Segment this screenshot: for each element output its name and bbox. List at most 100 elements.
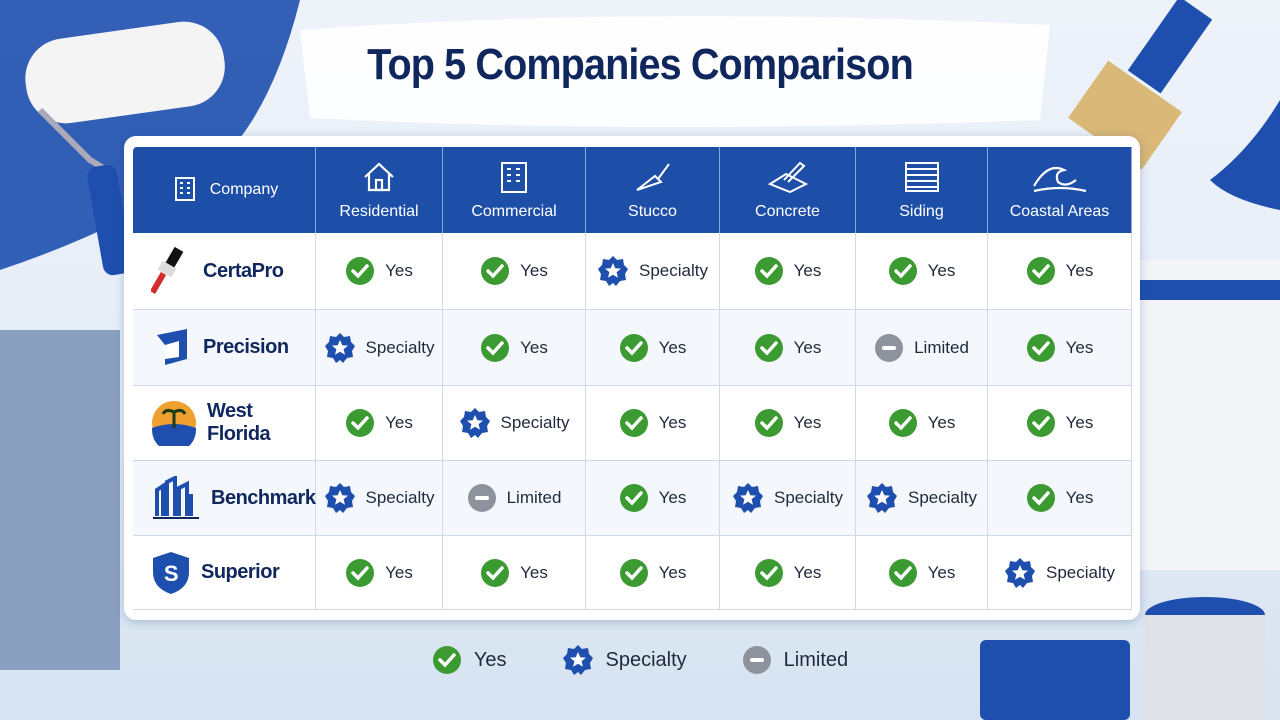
status-label: Yes	[520, 261, 548, 280]
status-cell: Specialty	[316, 310, 443, 386]
status-cell: Yes	[443, 536, 586, 610]
status-icon	[619, 558, 649, 588]
header-icon	[1030, 160, 1090, 199]
status-label: Specialty	[908, 488, 977, 507]
company-logo	[151, 327, 193, 369]
status-icon	[459, 407, 491, 439]
status-cell: Yes	[586, 536, 720, 610]
legend-label: Yes	[473, 648, 507, 671]
status-icon	[1026, 483, 1056, 513]
status-label: Specialty	[1046, 562, 1115, 582]
status-label: Specialty	[774, 488, 843, 507]
status-cell: Yes	[586, 461, 720, 536]
company-logo	[151, 476, 201, 520]
status-icon	[467, 483, 497, 513]
status-cell: Specialty	[316, 461, 443, 536]
company-cell: Benchmark	[133, 461, 316, 536]
status-label: Yes	[793, 562, 822, 582]
status-label: Yes	[520, 337, 548, 357]
company-logo	[151, 400, 197, 446]
status-icon	[480, 333, 510, 363]
header-cell: Concrete	[720, 147, 856, 233]
legend-label: Specialty	[605, 648, 687, 671]
status-icon	[1004, 557, 1036, 589]
company-cell: West Florida	[133, 386, 316, 461]
status-label: Yes	[658, 413, 687, 432]
header-cell: Residential	[316, 147, 443, 233]
status-label: Yes	[658, 562, 687, 582]
legend-item: Limited	[742, 645, 848, 675]
header-icon	[766, 160, 810, 199]
status-label: Yes	[793, 413, 822, 432]
status-cell: Yes	[856, 233, 988, 310]
legend-icon	[742, 645, 772, 675]
status-cell: Specialty	[586, 233, 720, 310]
header-cell: Coastal Areas	[988, 147, 1132, 233]
legend-item: Yes	[432, 645, 507, 675]
status-icon	[619, 333, 649, 363]
status-icon	[480, 256, 510, 286]
status-cell: Yes	[720, 386, 856, 461]
legend-icon	[562, 644, 594, 676]
status-label: Yes	[927, 261, 956, 280]
status-label: Yes	[927, 413, 956, 432]
status-cell: Specialty	[443, 386, 586, 461]
status-icon	[1026, 256, 1056, 286]
status-label: Yes	[927, 562, 956, 582]
header-icon	[170, 173, 200, 208]
header-label: Stucco	[628, 202, 677, 220]
status-cell: Yes	[720, 310, 856, 386]
status-cell: Yes	[586, 386, 720, 461]
header-cell: Commercial	[443, 147, 586, 233]
status-label: Yes	[385, 562, 413, 582]
status-cell: Yes	[316, 386, 443, 461]
status-cell: Yes	[856, 386, 988, 461]
status-icon	[754, 558, 784, 588]
status-label: Limited	[506, 488, 562, 507]
status-icon	[1026, 333, 1056, 363]
company-logo	[151, 246, 193, 296]
header-label: Company	[209, 181, 279, 198]
status-icon	[345, 256, 375, 286]
status-cell: Yes	[316, 233, 443, 310]
status-cell: Yes	[316, 536, 443, 610]
company-cell: CertaPro	[133, 233, 316, 310]
status-icon	[888, 408, 918, 438]
status-label: Yes	[793, 261, 822, 280]
status-label: Yes	[1065, 413, 1094, 432]
legend-label: Limited	[783, 648, 849, 671]
header-label: Concrete	[755, 202, 820, 220]
status-label: Specialty	[365, 337, 435, 357]
header-label: Siding	[899, 202, 944, 220]
status-label: Yes	[385, 413, 413, 432]
status-label: Yes	[1065, 261, 1094, 280]
status-label: Limited	[914, 337, 969, 357]
status-label: Yes	[658, 337, 687, 357]
legend-item: Specialty	[562, 644, 687, 676]
status-cell: Specialty	[856, 461, 988, 536]
status-label: Specialty	[500, 413, 570, 432]
status-icon	[345, 558, 375, 588]
status-cell: Yes	[988, 461, 1132, 536]
status-cell: Yes	[988, 310, 1132, 386]
status-cell: Yes	[856, 536, 988, 610]
status-cell: Yes	[988, 233, 1132, 310]
status-icon	[874, 333, 904, 363]
header-icon	[902, 160, 942, 199]
status-icon	[480, 558, 510, 588]
company-name: CertaPro	[203, 259, 284, 282]
header-cell: Stucco	[586, 147, 720, 233]
header-icon	[361, 160, 397, 199]
status-icon	[888, 256, 918, 286]
status-label: Specialty	[365, 488, 435, 507]
header-label: Coastal Areas	[1009, 202, 1110, 220]
status-icon	[619, 408, 649, 438]
status-icon	[754, 408, 784, 438]
status-icon	[754, 256, 784, 286]
title: Top 5 Companies Comparison	[367, 40, 914, 89]
header-label: Commercial	[471, 202, 557, 220]
company-name: West Florida	[207, 400, 271, 445]
status-label: Yes	[658, 488, 687, 507]
